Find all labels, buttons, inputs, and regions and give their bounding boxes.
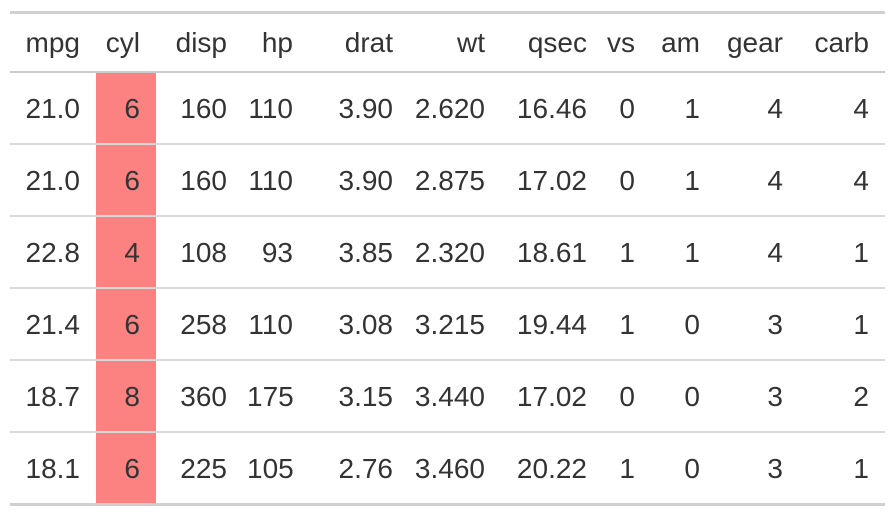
cell-wt: 3.215 xyxy=(409,287,501,360)
cell-vs: 1 xyxy=(603,431,651,505)
cell-vs: 1 xyxy=(603,287,651,360)
cell-mpg: 21.0 xyxy=(25,93,81,124)
cell-carb: 1 xyxy=(799,287,885,360)
cell-cyl-highlighted: 6 xyxy=(96,72,156,144)
cell-drat: 2.76 xyxy=(309,431,409,505)
cell-hp: 110 xyxy=(248,93,293,124)
cell-gear: 4 xyxy=(767,93,783,124)
cell-hp: 110 xyxy=(243,143,309,216)
cell-qsec: 19.44 xyxy=(501,287,603,360)
cell-disp: 108 xyxy=(156,215,243,288)
cell-qsec: 17.02 xyxy=(501,143,603,216)
cell-cyl-highlighted: 6 xyxy=(96,143,156,216)
cell-cyl-highlighted: 4 xyxy=(96,215,156,288)
cell-vs: 0 xyxy=(619,93,635,124)
cell-drat: 3.90 xyxy=(309,143,409,216)
col-header-drat: drat xyxy=(309,12,409,73)
cell-wt: 2.875 xyxy=(409,143,501,216)
cell-hp: 93 xyxy=(243,215,309,288)
table-row: 18.7 8 360 175 3.15 3.440 17.02 0 0 3 2 xyxy=(10,359,885,432)
cell-vs: 1 xyxy=(603,215,651,288)
cell-qsec: 20.22 xyxy=(501,431,603,505)
cell-hp: 110 xyxy=(243,287,309,360)
cell-gear: 4 xyxy=(716,215,799,288)
cell-disp: 360 xyxy=(156,359,243,432)
cell-wt: 2.320 xyxy=(409,215,501,288)
cell-qsec: 18.61 xyxy=(501,215,603,288)
col-header-vs: vs xyxy=(603,12,651,73)
table-container: mpg cyl disp hp drat wt qsec vs am gear … xyxy=(10,11,885,506)
cell-drat: 3.15 xyxy=(309,359,409,432)
cell-carb: 4 xyxy=(799,143,885,216)
cell-hp: 175 xyxy=(243,359,309,432)
cell-mpg: 18.1 xyxy=(10,431,96,505)
table-row: 21.0 6 160 110 3.90 2.875 17.02 0 1 4 4 xyxy=(10,143,885,216)
cell-carb: 2 xyxy=(799,359,885,432)
table-row: 18.1 6 225 105 2.76 3.460 20.22 1 0 3 1 xyxy=(10,431,885,505)
cell-gear: 3 xyxy=(716,359,799,432)
col-header-cyl: cyl xyxy=(96,12,156,73)
cell-mpg: 21.4 xyxy=(10,287,96,360)
cell-wt: 3.440 xyxy=(409,359,501,432)
cell-am: 1 xyxy=(651,143,716,216)
cell-disp: 258 xyxy=(156,287,243,360)
cell-qsec: 17.02 xyxy=(501,359,603,432)
cell-wt: 2.620 xyxy=(414,93,485,124)
cell-disp: 225 xyxy=(156,431,243,505)
col-header-disp: disp xyxy=(156,12,243,73)
cell-cyl-highlighted: 8 xyxy=(96,359,156,432)
cell-vs: 0 xyxy=(603,359,651,432)
cell-carb: 1 xyxy=(799,431,885,505)
cell-mpg: 18.7 xyxy=(10,359,96,432)
cell-qsec: 16.46 xyxy=(516,93,587,124)
cell-gear: 4 xyxy=(716,143,799,216)
cell-am: 0 xyxy=(651,359,716,432)
cell-hp: 105 xyxy=(243,431,309,505)
table-row: 21.4 6 258 110 3.08 3.215 19.44 1 0 3 1 xyxy=(10,287,885,360)
cell-am: 0 xyxy=(651,431,716,505)
cell-mpg: 21.0 xyxy=(10,143,96,216)
cell-am: 1 xyxy=(684,93,700,124)
cell-vs: 0 xyxy=(603,143,651,216)
cell-carb: 1 xyxy=(799,215,885,288)
mtcars-table: mpg cyl disp hp drat wt qsec vs am gear … xyxy=(10,11,885,506)
header-row: mpg cyl disp hp drat wt qsec vs am gear … xyxy=(10,12,885,73)
table-body: 21.0 6 160 110 3.90 2.620 16.46 0 1 4 4 … xyxy=(10,72,885,505)
cell-drat: 3.08 xyxy=(309,287,409,360)
table-header: mpg cyl disp hp drat wt qsec vs am gear … xyxy=(10,12,885,73)
cell-wt: 3.460 xyxy=(409,431,501,505)
cell-am: 1 xyxy=(651,215,716,288)
col-header-gear: gear xyxy=(716,12,799,73)
col-header-mpg: mpg xyxy=(10,12,96,73)
cell-disp: 160 xyxy=(156,143,243,216)
cell-mpg: 22.8 xyxy=(10,215,96,288)
col-header-wt: wt xyxy=(409,12,501,73)
cell-cyl-highlighted: 6 xyxy=(96,431,156,505)
table-row: 22.8 4 108 93 3.85 2.320 18.61 1 1 4 1 xyxy=(10,215,885,288)
cell-gear: 3 xyxy=(716,287,799,360)
table-row: 21.0 6 160 110 3.90 2.620 16.46 0 1 4 4 xyxy=(10,72,885,144)
col-header-hp: hp xyxy=(243,12,309,73)
cell-am: 0 xyxy=(651,287,716,360)
cell-disp: 160 xyxy=(180,93,227,124)
cell-carb: 4 xyxy=(853,93,869,124)
col-header-carb: carb xyxy=(799,12,885,73)
cell-drat: 3.85 xyxy=(309,215,409,288)
col-header-am: am xyxy=(651,12,716,73)
col-header-qsec: qsec xyxy=(501,12,603,73)
cell-drat: 3.90 xyxy=(338,93,394,124)
cell-cyl-highlighted: 6 xyxy=(96,287,156,360)
cell-gear: 3 xyxy=(716,431,799,505)
